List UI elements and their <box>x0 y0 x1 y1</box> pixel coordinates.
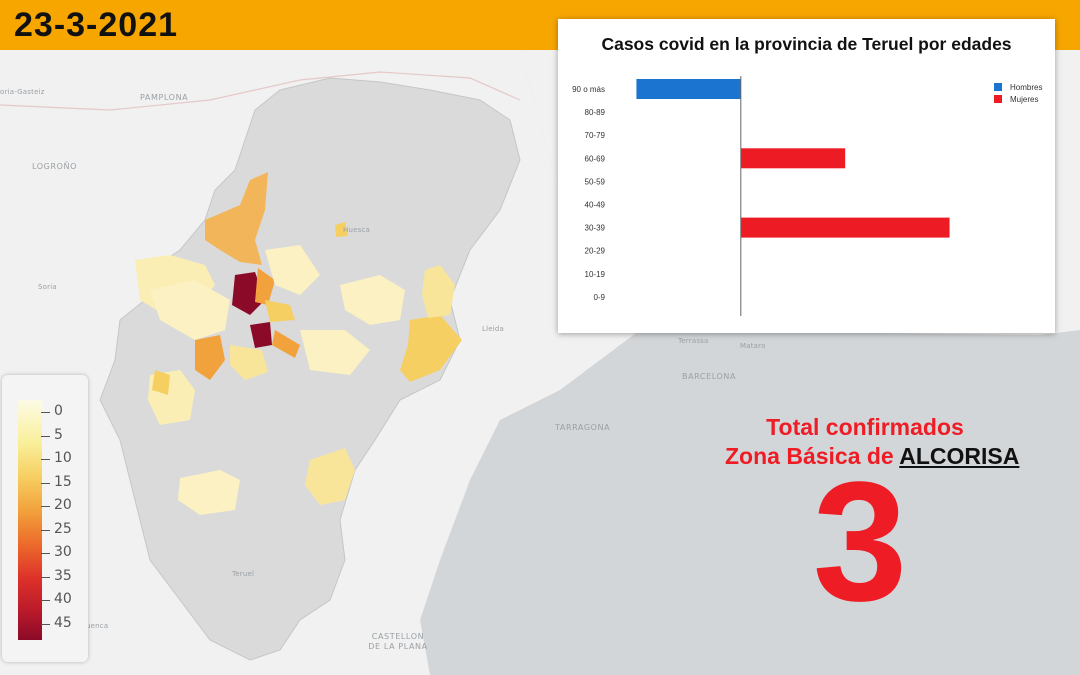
map-label-mataro: Mataro <box>740 342 766 350</box>
legend-tick-mark <box>41 412 50 413</box>
y-tick-label: 50-59 <box>585 177 606 186</box>
legend-swatch <box>994 95 1002 103</box>
zone-name: ALCORISA <box>899 443 1020 469</box>
zone-1 <box>205 172 268 265</box>
legend-tick-mark <box>41 623 50 625</box>
zone-3 <box>150 280 230 340</box>
y-tick-label: 10-19 <box>585 270 606 279</box>
map-label-huesca: Huesca <box>343 226 370 234</box>
choropleth-zones <box>135 172 462 515</box>
legend-tick-label: 45 <box>54 614 72 631</box>
zone-13 <box>340 275 405 325</box>
legend-tick-mark <box>41 576 50 578</box>
map-label-pamplona: PAMPLONA <box>140 93 189 102</box>
legend-tick-label: 25 <box>54 520 72 537</box>
legend-swatch <box>994 83 1002 91</box>
bar-hombres <box>636 79 741 99</box>
legend-label: Mujeres <box>1010 95 1038 104</box>
legend-tick-mark <box>41 459 50 460</box>
y-tick-label: 30-39 <box>585 224 606 233</box>
chart-title: Casos covid en la provincia de Teruel po… <box>601 34 1012 54</box>
zone-9 <box>265 245 320 295</box>
map-label-soria: Soria <box>38 283 57 291</box>
color-scale-legend: 0 5 10 15 20 25 30 35 40 45 <box>2 375 88 662</box>
legend-tick-label: 15 <box>54 473 72 490</box>
pyrenees-border <box>0 71 521 111</box>
legend-tick-label: 10 <box>54 450 72 466</box>
zone-20 <box>335 222 348 237</box>
zone-prefix: Zona Básica de <box>725 443 900 469</box>
map-label-vitoria: oria-Gasteiz <box>0 88 45 96</box>
map-label-terrassa: Terrassa <box>678 337 709 345</box>
date-label: 23-3-2021 <box>14 6 179 44</box>
color-scale-bar <box>18 400 42 640</box>
map-label-cuenca: uenca <box>86 622 109 630</box>
bar-mujeres <box>740 217 950 238</box>
y-tick-label: 60-69 <box>585 154 606 163</box>
y-tick-label: 20-29 <box>585 247 606 256</box>
zone-15 <box>422 265 455 318</box>
zone-6 <box>255 268 275 305</box>
summary-line-1: Total confirmados <box>766 414 964 440</box>
legend-tick-label: 40 <box>54 591 72 607</box>
zone-8 <box>272 330 300 358</box>
zone-10 <box>195 335 225 380</box>
zone-7 <box>265 300 295 322</box>
zone-11 <box>230 345 268 380</box>
zone-18 <box>305 448 355 505</box>
y-tick-label: 90 o más <box>572 85 605 94</box>
map-label-lleida: Lleida <box>482 325 505 333</box>
summary-title: Total confirmados Zona Básica de ALCORIS… <box>725 413 1019 471</box>
legend-label: Hombres <box>1010 83 1042 92</box>
y-tick-label: 70-79 <box>585 131 606 140</box>
legend-tick-mark <box>41 600 50 601</box>
map-label-barcelona: BARCELONA <box>682 372 737 381</box>
legend-tick-label: 30 <box>54 544 72 560</box>
y-tick-label: 40-49 <box>585 201 606 210</box>
map-label-tarragona: TARRAGONA <box>555 423 611 432</box>
bar-mujeres <box>740 148 846 169</box>
summary-line-2: Zona Básica de ALCORISA <box>725 442 1019 471</box>
age-bar-chart: 90 o más 80-89 70-79 60-69 50-59 40-49 30-39 20… <box>572 76 1042 316</box>
y-tick-label: 80-89 <box>585 108 606 117</box>
legend-tick-label: 35 <box>54 567 72 584</box>
zone-14 <box>400 315 462 382</box>
total-confirmed-value: 3 <box>812 447 908 637</box>
zone-19 <box>178 470 240 515</box>
map-label-castellon: CASTELLON DE LA PLANA <box>368 632 428 651</box>
legend-tick-label: 0 <box>54 403 63 419</box>
zone-5 <box>250 322 272 348</box>
legend-tick-label: 5 <box>54 426 63 443</box>
zone-17 <box>152 370 170 395</box>
legend-tick-mark <box>41 553 50 554</box>
map-label-teruel: Teruel <box>232 570 255 578</box>
legend-tick-mark <box>41 435 50 437</box>
legend-tick-mark <box>41 529 50 531</box>
legend-tick-mark <box>41 482 50 484</box>
age-chart-card: Casos covid en la provincia de Teruel po… <box>558 19 1055 333</box>
map-label-logrono: LOGROÑO <box>32 162 78 171</box>
legend-tick-mark <box>41 506 50 507</box>
y-tick-label: 0-9 <box>593 293 605 302</box>
legend-tick-label: 20 <box>54 497 72 513</box>
zone-12 <box>300 330 370 375</box>
